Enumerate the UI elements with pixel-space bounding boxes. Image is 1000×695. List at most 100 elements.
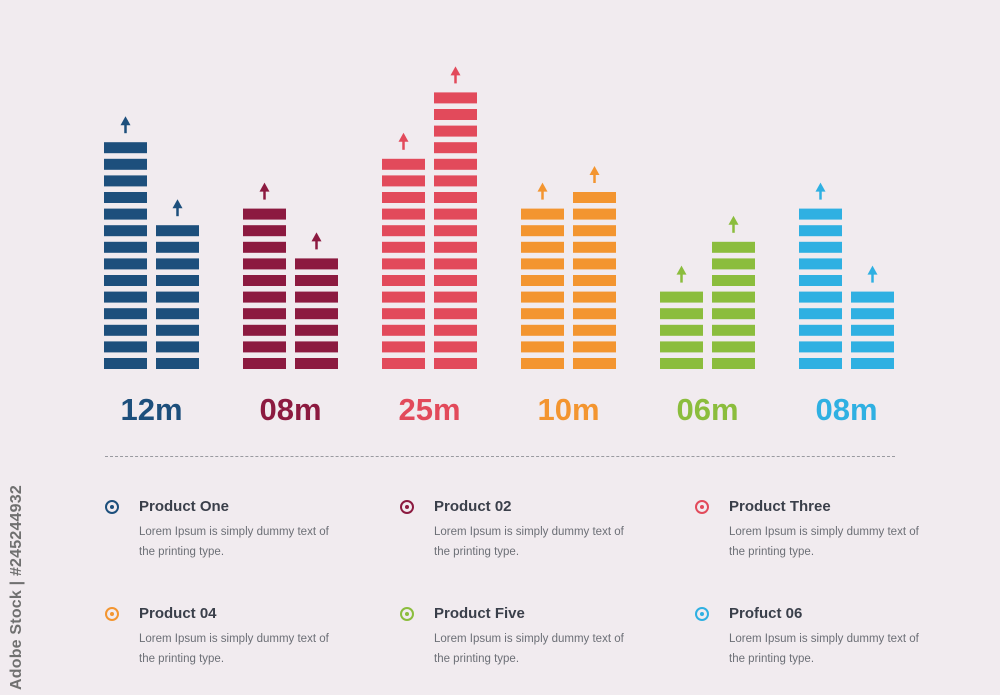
bar-segment — [573, 324, 616, 336]
up-arrow-icon — [815, 182, 826, 200]
bar — [156, 199, 199, 369]
bar-segment — [573, 192, 616, 203]
legend-description: Lorem Ipsum is simply dummy text of the … — [434, 633, 624, 665]
bar-segment — [104, 208, 147, 220]
bar-segment — [243, 241, 286, 253]
up-arrow-icon — [398, 132, 409, 150]
target-icon — [400, 500, 414, 514]
bar-segment — [521, 225, 564, 237]
bar-segment — [382, 258, 425, 270]
bar-segment — [243, 208, 286, 220]
up-arrow-icon — [537, 182, 548, 200]
bar-segment — [382, 341, 425, 353]
bar-segment — [434, 275, 477, 286]
bar-segment — [851, 341, 894, 353]
bar-segment — [156, 341, 199, 353]
bar-segment — [104, 225, 147, 237]
bar — [382, 132, 425, 369]
bar-segment — [660, 341, 703, 353]
bar-segment — [434, 158, 477, 170]
bar-segment — [521, 208, 564, 220]
bar-segment — [104, 241, 147, 253]
bar-segment — [156, 258, 199, 270]
bar-segment — [712, 258, 755, 270]
bar-segment — [660, 324, 703, 336]
bar-segment — [382, 324, 425, 336]
bar — [573, 166, 616, 369]
bar-segment — [434, 208, 477, 220]
bar-segment — [104, 308, 147, 320]
bar-segment — [712, 358, 755, 369]
bar-segment — [851, 308, 894, 320]
bar-segment — [104, 324, 147, 336]
bar-segment — [573, 358, 616, 369]
bar — [243, 182, 286, 369]
bar-segment — [434, 92, 477, 104]
bar-segment — [156, 358, 199, 369]
bar-segment — [712, 341, 755, 353]
bar-segment — [243, 275, 286, 286]
bar — [712, 215, 755, 369]
bar-segment — [573, 308, 616, 320]
bar-segment — [382, 225, 425, 237]
legend-description: Lorem Ipsum is simply dummy text of the … — [434, 526, 624, 558]
bar-segment — [434, 324, 477, 336]
bar-segment — [156, 324, 199, 336]
bar-segment — [295, 275, 338, 286]
bar-segment — [434, 192, 477, 203]
bar — [660, 265, 703, 369]
bar-segment — [382, 158, 425, 170]
bar-segment — [799, 291, 842, 303]
bar-segment — [521, 308, 564, 320]
legend-title: Product 02 — [434, 498, 512, 515]
up-arrow-icon — [728, 215, 739, 233]
bar-segment — [521, 358, 564, 369]
bar-segment — [243, 324, 286, 336]
bar-segment — [434, 308, 477, 320]
group-value-label: 12m — [120, 392, 182, 427]
bar-segment — [243, 225, 286, 237]
bar-segment — [156, 241, 199, 253]
bar-segment — [104, 291, 147, 303]
dashed-divider — [105, 456, 895, 457]
up-arrow-icon — [867, 265, 878, 283]
bar-segment — [660, 358, 703, 369]
bar — [295, 232, 338, 369]
bar-segment — [243, 341, 286, 353]
bar — [521, 182, 564, 369]
legend-title: Product One — [139, 498, 230, 515]
bar-segment — [382, 308, 425, 320]
bar-segment — [573, 258, 616, 270]
bar-segment — [573, 341, 616, 353]
bar — [851, 265, 894, 369]
bar-segment — [104, 192, 147, 203]
legend-title: Product 04 — [139, 605, 217, 622]
bar-segment — [434, 125, 477, 137]
up-arrow-icon — [676, 265, 687, 283]
bar-segment — [712, 275, 755, 286]
target-icon — [105, 607, 119, 621]
bar-segment — [573, 225, 616, 237]
target-icon — [105, 500, 119, 514]
bar-segment — [851, 324, 894, 336]
bar-segment — [434, 341, 477, 353]
bar-segment — [434, 109, 477, 120]
bar-segment — [104, 142, 147, 154]
bar-segment — [295, 258, 338, 270]
bar-segment — [295, 324, 338, 336]
group-value-label: 08m — [815, 392, 877, 427]
bar-segment — [573, 208, 616, 220]
bar-segment — [434, 291, 477, 303]
bar-segment — [382, 291, 425, 303]
bar — [434, 66, 477, 369]
bar-segment — [521, 341, 564, 353]
target-icon — [695, 500, 709, 514]
bar-segment — [712, 324, 755, 336]
bar-segment — [156, 275, 199, 286]
bar-segment — [434, 258, 477, 270]
bar-segment — [799, 341, 842, 353]
up-arrow-icon — [589, 166, 600, 183]
bar-segment — [434, 175, 477, 187]
